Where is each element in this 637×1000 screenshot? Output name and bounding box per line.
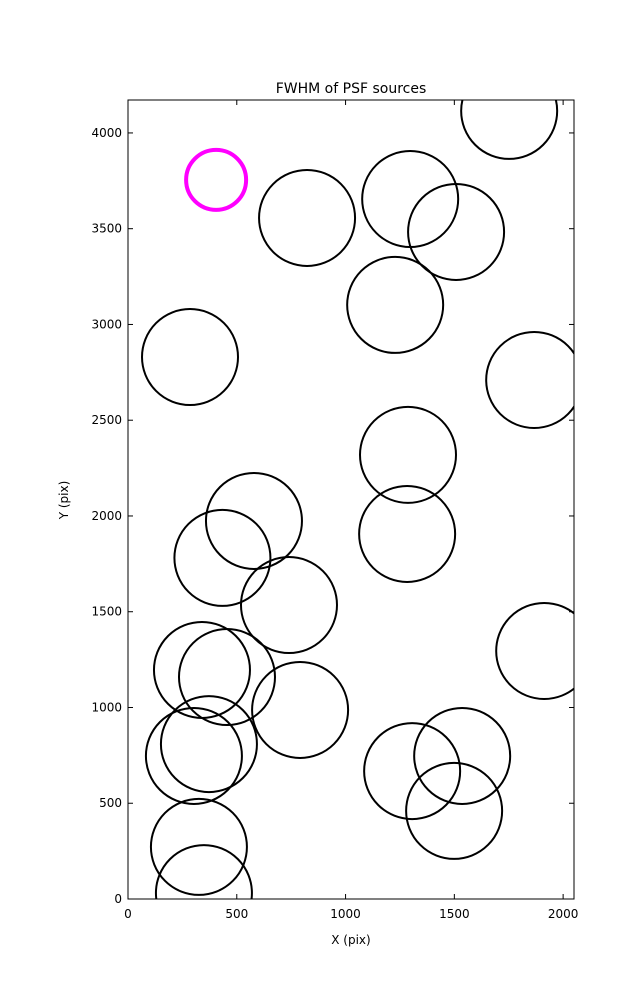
source-circle xyxy=(204,471,303,570)
source-circle xyxy=(359,405,458,504)
x-tick-label: 0 xyxy=(124,907,132,921)
source-circle xyxy=(141,308,240,407)
source-circle xyxy=(239,556,338,655)
x-tick-label: 1000 xyxy=(330,907,361,921)
y-tick-label: 3000 xyxy=(91,317,122,331)
y-tick-label: 0 xyxy=(114,892,122,906)
source-circle xyxy=(407,182,506,281)
source-circle xyxy=(154,844,253,899)
y-tick-label: 2500 xyxy=(91,413,122,427)
source-circle xyxy=(363,722,462,821)
x-axis-label: X (pix) xyxy=(331,933,370,947)
source-circle xyxy=(358,484,457,583)
y-tick-label: 2000 xyxy=(91,509,122,523)
x-tick-label: 500 xyxy=(225,907,248,921)
source-circle xyxy=(184,147,249,212)
y-tick-label: 4000 xyxy=(91,126,122,140)
source-circle xyxy=(144,706,243,805)
y-tick-label: 500 xyxy=(99,796,122,810)
chart-title: FWHM of PSF sources xyxy=(276,81,427,97)
source-circle xyxy=(460,100,559,160)
source-circle xyxy=(149,797,248,896)
source-circle xyxy=(177,628,276,727)
x-tick-label: 1500 xyxy=(439,907,470,921)
y-tick-label: 1000 xyxy=(91,700,122,714)
y-tick-label: 1500 xyxy=(91,605,122,619)
x-tick-label: 2000 xyxy=(548,907,579,921)
source-circle xyxy=(159,695,258,794)
source-circle xyxy=(413,706,512,805)
source-circle xyxy=(173,508,272,607)
source-circle xyxy=(346,255,445,354)
y-tick-label: 3500 xyxy=(91,222,122,236)
source-circle xyxy=(251,660,350,759)
source-circle xyxy=(405,761,504,860)
source-circle xyxy=(495,602,574,700)
source-circle xyxy=(258,168,357,267)
source-circle xyxy=(485,331,574,429)
axes-frame xyxy=(127,99,575,900)
y-axis-label: Y (pix) xyxy=(57,481,71,521)
plot-area xyxy=(141,100,574,899)
